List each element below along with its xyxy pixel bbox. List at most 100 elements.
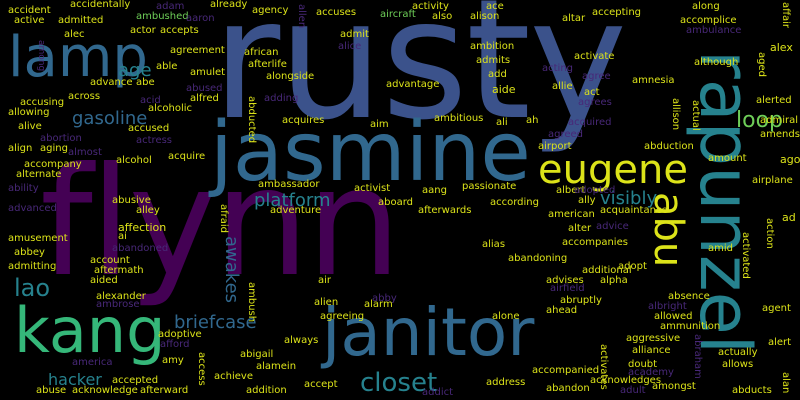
word-activated: activated [740, 232, 751, 279]
word-alley: alley [136, 205, 160, 216]
word-aged: aged [756, 52, 767, 77]
word-agent: agent [762, 303, 791, 314]
word-always: always [284, 335, 319, 346]
word-flynn: flynn [40, 136, 401, 310]
word-amy: amy [162, 355, 184, 366]
word-admit: admit [340, 29, 369, 40]
word-abe: abe [136, 77, 155, 88]
word-admits: admits [476, 55, 511, 66]
word-abraham: abraham [692, 334, 703, 379]
word-passionate: passionate [462, 181, 517, 192]
word-abortion: abortion [40, 133, 82, 144]
word-achieve: achieve [214, 371, 253, 382]
word-adopt: adopt [618, 261, 647, 272]
word-ambrose: ambrose [96, 299, 140, 310]
word-according: according [490, 197, 539, 208]
word-american: american [548, 209, 595, 220]
word-aang: aang [422, 185, 447, 196]
word-abandon: abandon [546, 383, 590, 394]
word-air: air [318, 275, 332, 286]
word-allowing: allowing [8, 107, 50, 118]
word-ally: ally [578, 195, 596, 206]
word-abruptly: abruptly [560, 295, 602, 306]
word-actual: actual [690, 100, 701, 131]
word-alias: alias [482, 239, 506, 250]
word-actor: actor [130, 25, 156, 36]
word-acquires: acquires [282, 115, 325, 126]
word-academy: academy [628, 367, 674, 378]
word-account: account [90, 255, 130, 266]
word-alert: alert [768, 337, 792, 348]
word-able: able [156, 61, 178, 72]
word-alive: alive [18, 121, 42, 132]
word-accidentally: accidentally [70, 0, 131, 10]
word-ai: ai [118, 231, 127, 242]
word-ali: ali [496, 117, 508, 128]
word-acid: acid [140, 95, 161, 106]
word-amount: amount [708, 153, 747, 164]
word-airfield: airfield [550, 283, 585, 294]
word-alerted: alerted [756, 95, 792, 106]
word-alison: alison [470, 11, 500, 22]
word-additional: additional [582, 265, 632, 276]
word-ambulance: ambulance [686, 25, 742, 36]
word-action: action [764, 218, 775, 249]
word-alien: alien [314, 297, 339, 308]
word-almost: almost [68, 147, 102, 158]
word-ah: ah [526, 115, 539, 126]
word-advance: advance [90, 77, 133, 88]
word-agree: agree [582, 71, 611, 82]
word-accusing: accusing [20, 97, 65, 108]
word-aboard: aboard [378, 197, 414, 208]
word-allie: allie [552, 81, 573, 92]
word-adult: adult [620, 385, 646, 396]
word-rapunzel: rapunzel [684, 50, 766, 355]
word-agreement: agreement [170, 45, 225, 56]
word-ago: ago [780, 153, 800, 166]
word-hacker: hacker [48, 370, 102, 389]
word-aaron: aaron [186, 13, 215, 24]
word-ace: ace [486, 1, 504, 12]
word-loop: loop [736, 108, 783, 133]
word-abducts: abducts [732, 385, 772, 396]
word-alcoholic: alcoholic [148, 103, 193, 114]
word-acquaintance: acquaintance [600, 205, 668, 216]
word-afterwards: afterwards [418, 205, 472, 216]
word-alpha: alpha [600, 275, 628, 286]
word-accompany: accompany [24, 159, 82, 170]
word-accident: accident [8, 5, 51, 16]
word-lamp: lamp [8, 25, 148, 90]
word-ambush: ambush [246, 282, 257, 323]
word-janitor: janitor [322, 294, 535, 371]
word-ahead: ahead [546, 305, 578, 316]
word-platform: platform [254, 190, 331, 211]
word-amulet: amulet [190, 67, 226, 78]
word-accept: accept [304, 379, 338, 390]
word-alec: alec [64, 29, 85, 40]
word-abusive: abusive [112, 195, 151, 206]
word-affair: affair [780, 2, 791, 29]
word-aided: aided [90, 275, 118, 286]
word-alan: alan [780, 372, 791, 394]
word-access: access [196, 352, 207, 386]
word-abandoning: abandoning [508, 253, 568, 264]
word-aftermath: aftermath [94, 265, 144, 276]
word-amnesia: amnesia [632, 75, 675, 86]
word-activate: activate [574, 51, 615, 62]
word-acknowledge: acknowledge [72, 385, 138, 396]
word-advanced: advanced [8, 203, 57, 214]
word-abducted: abducted [246, 96, 257, 144]
word-actress: actress [136, 135, 173, 146]
word-lao: lao [14, 274, 51, 302]
word-alternate: alternate [16, 169, 62, 180]
word-accepted: accepted [112, 375, 159, 386]
word-alexander: alexander [96, 291, 146, 302]
word-across: across [68, 91, 101, 102]
word-amends: amends [760, 129, 800, 140]
word-visibly: visibly [600, 188, 658, 209]
word-alone: alone [492, 311, 520, 322]
word-aircraft: aircraft [380, 9, 416, 20]
word-aggressive: aggressive [626, 333, 681, 344]
word-advantage: advantage [386, 79, 440, 90]
word-agreed: agreed [548, 129, 584, 140]
